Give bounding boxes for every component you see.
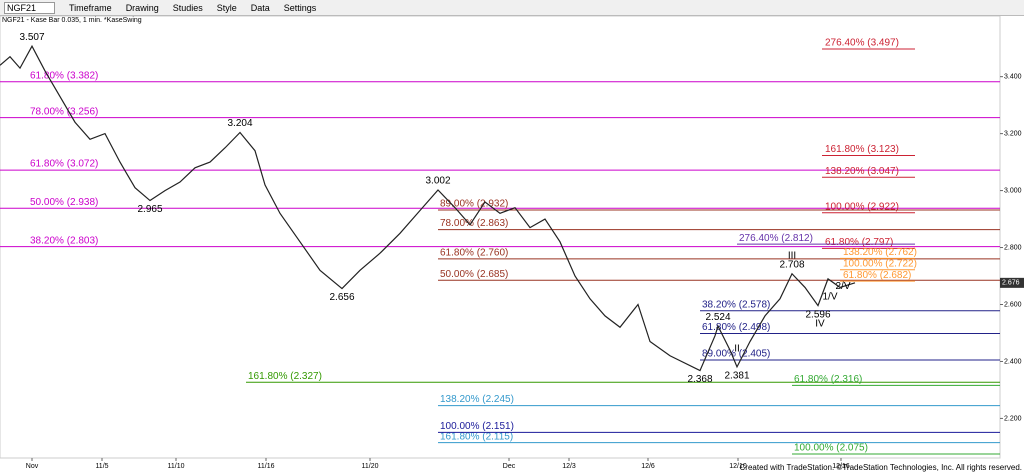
fib-label: 100.00% (2.722) [843,258,917,269]
x-tick-label: 11/10 [168,463,185,470]
swing-label: 2.524 [705,312,730,323]
y-tick-label: 3.200 [1004,130,1022,137]
y-tick-label: 2.600 [1004,301,1022,308]
fib-label: 78.00% (3.256) [30,106,98,117]
x-tick-label: 11/5 [95,463,108,470]
fib-label: 276.40% (3.497) [825,38,899,49]
swing-label: 3.204 [227,118,252,129]
chart: NGF21 - Kase Bar 0.035, 1 min. *KaseSwin… [0,16,1024,472]
x-tick-label: 11/20 [362,463,379,470]
fib-label: 161.80% (2.115) [440,431,513,442]
last-price-box [1000,277,1024,288]
y-tick-label: 2.800 [1004,244,1022,251]
swing-label: 3.507 [19,32,44,43]
fib-label: 61.80% (2.682) [843,270,911,281]
swing-label: 2.596 [805,309,830,320]
fib-label: 50.00% (2.938) [30,197,98,208]
swing-label: 2.965 [137,204,162,215]
x-tick-label: 12/6 [641,463,655,470]
fib-label: 61.80% (2.760) [440,248,508,259]
swing-label: 2.381 [724,371,749,382]
x-tick-label: 11/16 [258,463,275,470]
y-tick-label: 3.400 [1004,74,1022,81]
menu-item[interactable]: Style [216,2,237,13]
wave-label: II [734,344,740,355]
fib-label: 61.80% (2.498) [702,322,770,333]
x-tick-label: Nov [26,463,39,470]
symbol-box[interactable]: NGF21 [4,1,56,14]
menu-item[interactable]: Timeframe [69,2,112,13]
toolbar: NGF21 Timeframe Drawing Studies Style Da… [0,0,1024,16]
menu-item[interactable]: Settings [283,2,317,13]
menu-item[interactable]: Drawing [125,2,159,13]
fib-label: 89.00% (2.932) [440,199,508,210]
fib-label: 61.80% (2.316) [794,374,862,385]
fib-label: 50.00% (2.685) [440,269,508,280]
x-tick-label: Dec [503,463,516,470]
fib-label: 100.00% (2.922) [825,201,899,212]
plot-area [0,16,1001,459]
fib-label: 161.80% (2.327) [248,371,322,382]
price-line [0,44,856,372]
fib-label: 38.20% (2.803) [30,235,98,246]
wave-label: IV [815,318,825,329]
fib-label: 100.00% (2.075) [794,443,868,454]
wave-label: 2/V [835,281,850,292]
footer: Created with TradeStation. ©TradeStation… [740,463,1023,472]
swing-label: 3.002 [425,176,450,187]
fib-label: 78.00% (2.863) [440,218,508,229]
fib-label: 38.20% (2.578) [702,299,770,310]
y-tick-label: 2.200 [1004,415,1022,422]
menu-item[interactable]: Data [250,2,270,13]
y-tick-label: 3.000 [1004,187,1022,194]
wave-label: 1/V [822,292,837,303]
swing-label: 2.708 [779,259,804,270]
swing-label: 2.368 [687,374,712,385]
fib-label: 89.00% (2.405) [702,349,770,360]
y-tick-label: 2.400 [1004,358,1022,365]
swing-label: 2.656 [329,292,354,303]
fib-label: 100.00% (2.151) [440,421,514,432]
fib-label: 138.20% (3.047) [825,166,899,177]
fib-label: 61.80% (3.382) [30,70,98,81]
wave-label: III [788,250,796,261]
x-tick-label: 12/10 [729,463,747,470]
fib-label: 138.20% (2.762) [843,247,917,258]
fib-label: 138.20% (2.245) [440,394,514,405]
x-tick-label: 12/3 [562,463,576,470]
fib-label: 61.80% (2.797) [825,237,893,248]
fib-label: 161.80% (3.123) [825,144,899,155]
chart-title: NGF21 - Kase Bar 0.035, 1 min. *KaseSwin… [2,17,142,24]
x-tick-label: 12/16 [832,463,850,470]
fib-label: 276.40% (2.812) [739,233,813,244]
fib-label: 61.80% (3.072) [30,159,98,170]
menu-item[interactable]: Studies [172,2,203,13]
last-price: 2.676 [1002,280,1020,287]
